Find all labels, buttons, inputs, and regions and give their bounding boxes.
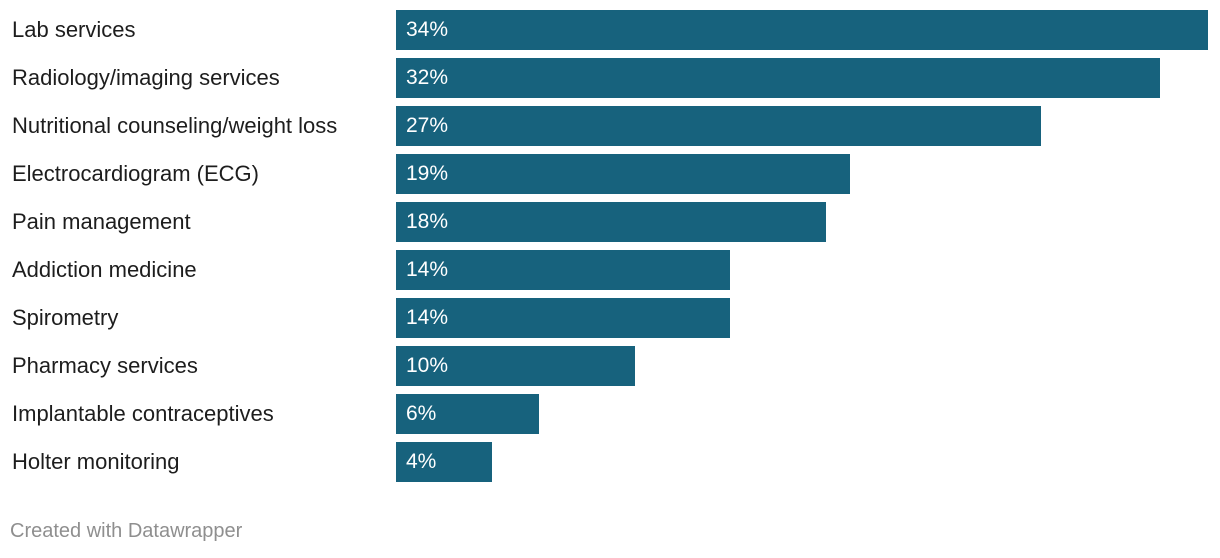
category-label: Lab services [12,17,136,42]
bar-row: Addiction medicine 14% [0,250,1220,290]
bar-value-label: 6% [406,402,437,425]
bar-row: Electrocardiogram (ECG) 19% [0,154,1220,194]
bar-value-label: 4% [406,450,437,473]
bar [396,58,1160,98]
category-label: Pharmacy services [12,353,198,378]
category-label: Pain management [12,209,191,234]
bar-row: Spirometry 14% [0,298,1220,338]
category-label: Radiology/imaging services [12,65,280,90]
datawrapper-credit: Created with Datawrapper [10,520,243,542]
bar-row: Pain management 18% [0,202,1220,242]
bar-row: Radiology/imaging services 32% [0,58,1220,98]
bar-value-label: 19% [406,162,449,185]
bar-value-label: 32% [406,66,449,89]
bar-row: Nutritional counseling/weight loss 27% [0,106,1220,146]
bar [396,202,826,242]
category-label: Spirometry [12,305,119,330]
bar-row: Holter monitoring 4% [0,442,1220,482]
category-label: Electrocardiogram (ECG) [12,161,259,186]
bar-value-label: 18% [406,210,449,233]
bar-value-label: 14% [406,306,449,329]
category-label: Holter monitoring [12,449,180,474]
bar [396,442,492,482]
bar-value-label: 10% [406,354,449,377]
bar [396,154,850,194]
bar-value-label: 27% [406,114,449,137]
bar-row: Implantable contraceptives 6% [0,394,1220,434]
bar-value-label: 14% [406,258,449,281]
bar [396,250,730,290]
category-label: Implantable contraceptives [12,401,274,426]
bar [396,10,1208,50]
category-label: Addiction medicine [12,257,197,282]
bar [396,346,635,386]
bar [396,106,1041,146]
bar [396,298,730,338]
bar-chart: Lab services 34% Radiology/imaging service… [0,10,1220,482]
bar-value-label: 34% [406,18,449,41]
category-label: Nutritional counseling/weight loss [12,113,338,138]
bar [396,394,539,434]
bar-row: Pharmacy services 10% [0,346,1220,386]
bar-row: Lab services 34% [0,10,1220,50]
